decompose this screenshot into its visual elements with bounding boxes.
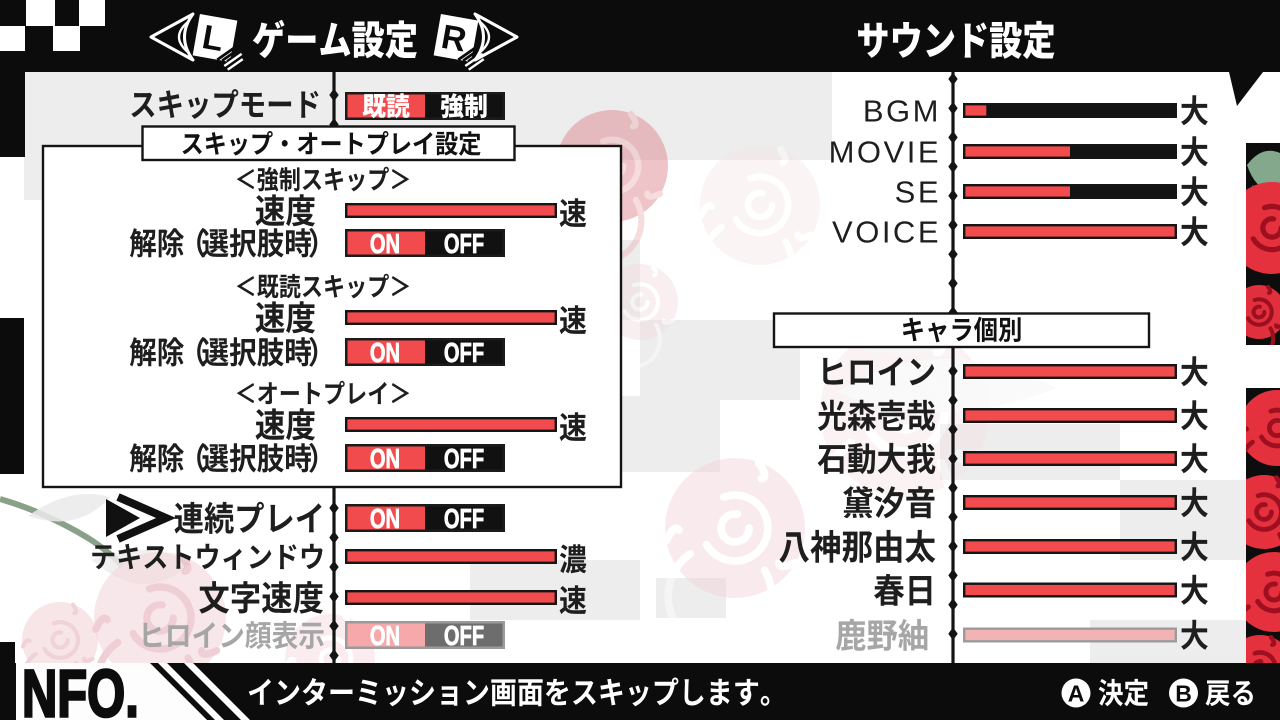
svg-text:B: B xyxy=(1175,681,1192,707)
svg-text:BGM: BGM xyxy=(863,94,941,129)
svg-text:OFF: OFF xyxy=(444,621,484,652)
svg-text:OFF: OFF xyxy=(444,504,484,535)
svg-text:ON: ON xyxy=(370,504,400,535)
svg-text:ON: ON xyxy=(370,621,400,652)
svg-text:OFF: OFF xyxy=(444,229,484,260)
svg-text:ON: ON xyxy=(370,444,400,475)
svg-text:OFF: OFF xyxy=(444,444,484,475)
svg-text:VOICE: VOICE xyxy=(832,215,941,250)
svg-text:ON: ON xyxy=(370,229,400,260)
svg-text:MOVIE: MOVIE xyxy=(829,135,941,170)
svg-text:A: A xyxy=(1068,681,1085,707)
svg-text:ON: ON xyxy=(370,338,400,369)
svg-text:SE: SE xyxy=(895,175,941,210)
svg-text:NFO.: NFO. xyxy=(22,657,139,720)
svg-text:OFF: OFF xyxy=(444,338,484,369)
